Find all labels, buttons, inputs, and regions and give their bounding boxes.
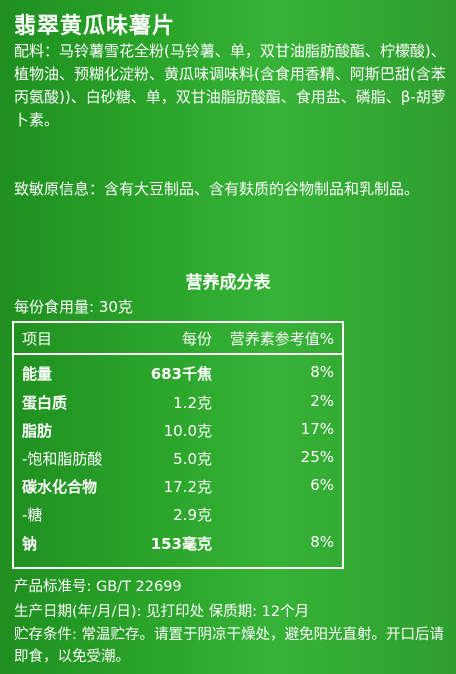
table-row: -糖 2.9克 (14, 504, 342, 526)
row-nrv: 2% (310, 392, 334, 410)
row-item: 蛋白质 (22, 394, 68, 412)
header-item: 项目 (22, 330, 53, 348)
header-per-serving: 每份 (181, 330, 212, 348)
product-title: 翡翠黄瓜味薯片 (14, 14, 176, 39)
row-nrv: 8% (310, 533, 334, 551)
row-nrv: 25% (300, 448, 334, 466)
row-value: 2.9克 (173, 506, 212, 524)
table-row: 钠 153毫克 8% (14, 533, 342, 555)
serving-size: 每份食用量: 30克 (14, 298, 133, 316)
row-value: 10.0克 (163, 422, 212, 440)
storage-conditions: 贮存条件: 常温贮存。请置于阴凉干燥处，避免阳光直射。开口后请即食，以免受潮。 (14, 627, 444, 665)
table-row: 脂肪 10.0克 17% (14, 420, 342, 442)
row-value: 5.0克 (173, 450, 212, 468)
row-value: 1.2克 (173, 394, 212, 412)
row-item: 钠 (22, 535, 38, 553)
row-item: 能量 (22, 365, 53, 383)
table-row: 能量 683千焦 8% (14, 363, 342, 385)
nutrition-table: 项目 每份 营养素参考值% 能量 683千焦 8% 蛋白质 1.2克 2% 脂肪… (12, 321, 344, 569)
product-standard: 产品标准号: GB/T 22699 (14, 579, 182, 595)
production-date-shelf-life: 生产日期(年/月/日): 见打印处 保质期: 12个月 (14, 604, 310, 620)
row-item: -糖 (22, 506, 43, 524)
row-value: 17.2克 (163, 478, 212, 496)
header-nrv: 营养素参考值% (229, 330, 334, 348)
row-nrv: 8% (310, 363, 334, 381)
ingredients-text: 配料：马铃薯雪花全粉(马铃薯、单，双甘油脂肪酸酯、柠檬酸)、植物油、预糊化淀粉、… (14, 42, 446, 129)
row-item: -饱和脂肪酸 (22, 450, 103, 468)
row-value: 683千焦 (150, 365, 212, 383)
row-item: 脂肪 (22, 422, 53, 440)
nutrition-table-title: 营养成分表 (185, 273, 271, 293)
row-item: 碳水化合物 (22, 478, 98, 496)
table-header: 项目 每份 营养素参考值% (14, 323, 342, 355)
row-nrv: 6% (310, 476, 334, 494)
allergen-info: 致敏原信息：含有大豆制品、含有麸质的谷物制品和乳制品。 (14, 180, 420, 198)
table-row: 碳水化合物 17.2克 6% (14, 476, 342, 498)
row-nrv: 17% (300, 420, 334, 438)
table-row: -饱和脂肪酸 5.0克 25% (14, 448, 342, 470)
table-row: 蛋白质 1.2克 2% (14, 392, 342, 414)
row-value: 153毫克 (150, 535, 212, 553)
